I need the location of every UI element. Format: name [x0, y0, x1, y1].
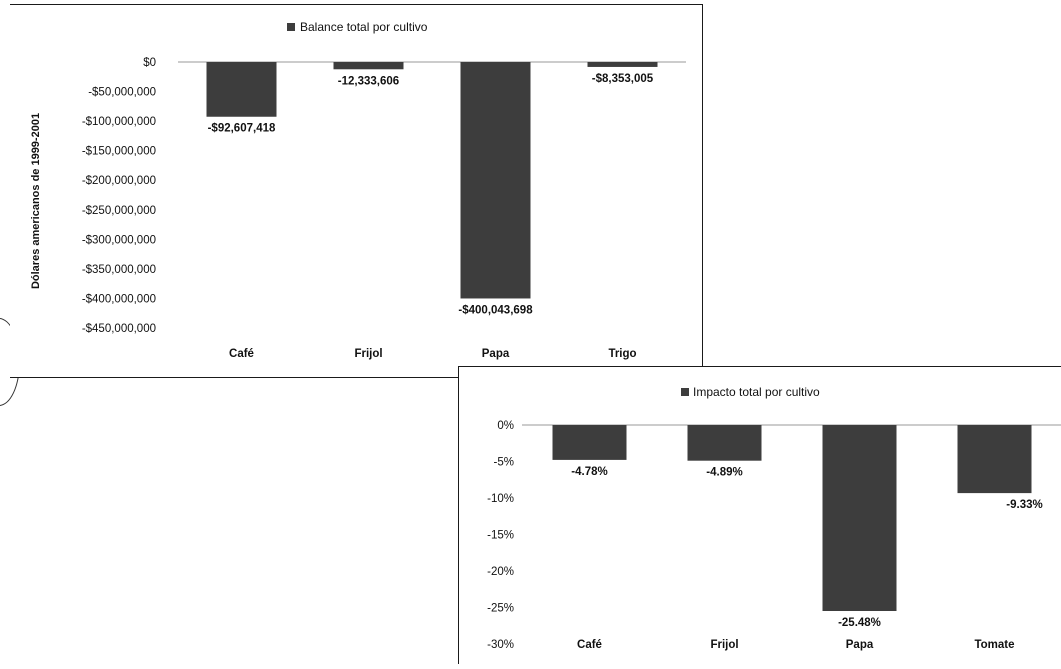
y-tick-label: -30% [487, 639, 514, 651]
legend-swatch [681, 388, 689, 396]
y-tick-label: -20% [487, 566, 514, 578]
data-label: -$92,607,418 [208, 123, 276, 135]
category-label: Frijol [710, 639, 738, 651]
category-label: Café [577, 639, 602, 651]
y-tick-label: -$100,000,000 [82, 116, 156, 128]
bar [822, 425, 897, 612]
data-label: -9.33% [1006, 499, 1042, 511]
balance-chart-svg: Balance total por cultivo Dólares americ… [30, 20, 686, 360]
bar [333, 62, 404, 70]
y-tick-label: $0 [143, 57, 156, 69]
legend-swatch [287, 23, 295, 31]
bar [957, 425, 1032, 494]
bar [587, 62, 658, 67]
category-label: Café [229, 348, 254, 360]
data-label: -$8,353,005 [592, 73, 654, 85]
bar [552, 425, 627, 460]
data-label: -4.89% [706, 467, 742, 479]
y-tick-label: -$150,000,000 [82, 146, 156, 158]
y-axis-label: Dólares americanos de 1999-2001 [30, 113, 42, 289]
y-tick-label: -$300,000,000 [82, 234, 156, 246]
y-tick-label: -$50,000,000 [88, 87, 156, 99]
y-tick-label: -$400,000,000 [82, 293, 156, 305]
category-label: Tomate [974, 639, 1014, 651]
legend-label: Balance total por cultivo [300, 20, 428, 34]
data-label: -4.78% [571, 466, 607, 478]
category-label: Papa [482, 348, 510, 360]
y-tick-label: -5% [494, 457, 514, 469]
y-tick-label: -$250,000,000 [82, 205, 156, 217]
bar [206, 62, 277, 117]
data-label: -$400,043,698 [458, 304, 533, 316]
y-tick-label: -$200,000,000 [82, 175, 156, 187]
impact-chart: Impacto total por cultivo 0% -5% -10% -15% -… [458, 366, 1061, 664]
y-tick-label: -$350,000,000 [82, 264, 156, 276]
category-label: Frijol [354, 348, 382, 360]
category-label: Papa [846, 639, 874, 651]
balance-chart: Balance total por cultivo Dólares americ… [10, 4, 703, 378]
legend-label: Impacto total por cultivo [693, 385, 820, 399]
y-tick-label: -25% [487, 603, 514, 615]
y-tick-label: -10% [487, 493, 514, 505]
data-label: -25.48% [838, 617, 881, 629]
data-label: -12,333,606 [338, 75, 399, 87]
bar [687, 425, 762, 461]
bar [460, 62, 531, 299]
y-tick-label: -15% [487, 530, 514, 542]
y-tick-label: 0% [497, 420, 514, 432]
category-label: Trigo [608, 348, 636, 360]
y-tick-label: -$450,000,000 [82, 323, 156, 335]
impact-chart-svg: Impacto total por cultivo 0% -5% -10% -15% -… [487, 385, 1061, 651]
